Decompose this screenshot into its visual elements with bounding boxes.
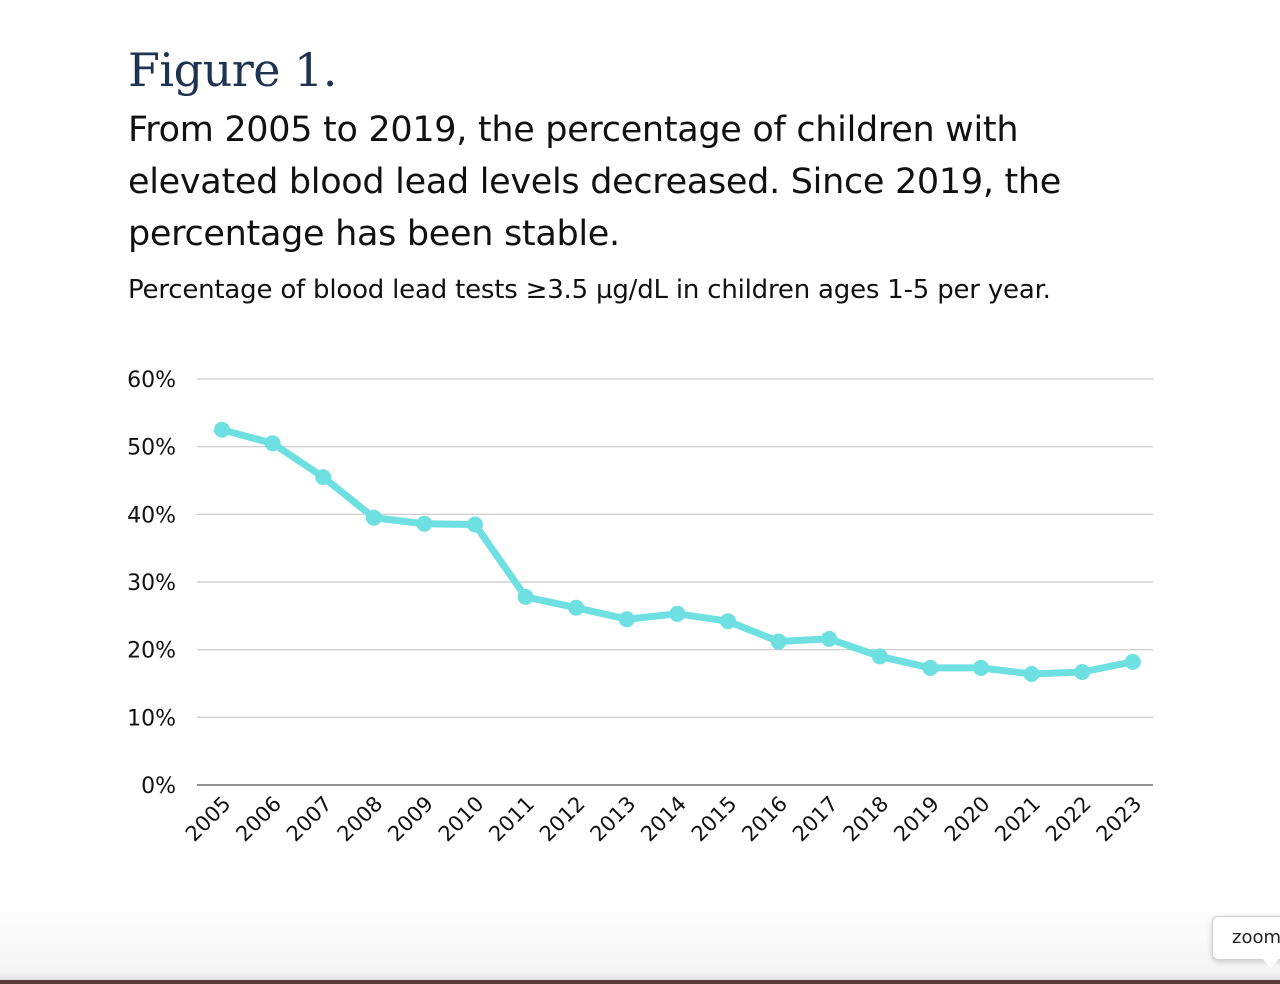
data-point (214, 421, 230, 438)
y-axis-ticks: 0% 10% 20% 30% 40% 50% 60% (127, 368, 176, 799)
x-tick-label: 2013 (586, 792, 641, 847)
x-tick-label: 2005 (181, 792, 236, 847)
data-point (821, 630, 838, 647)
data-point (365, 509, 382, 526)
figure-headline: From 2005 to 2019, the percentage of chi… (128, 110, 1062, 254)
data-point (669, 605, 686, 622)
chart-subtitle: Percentage of blood lead tests ≥3.5 µg/d… (128, 275, 1051, 305)
y-tick-label: 10% (127, 706, 176, 731)
data-point (922, 659, 939, 676)
zoom-tooltip-pointer (1262, 958, 1280, 968)
data-point (973, 659, 989, 676)
x-tick-label: 2010 (434, 792, 489, 847)
y-tick-label: 50% (127, 436, 176, 461)
x-tick-label: 2016 (737, 792, 792, 847)
data-point (467, 516, 483, 533)
x-tick-label: 2011 (484, 792, 539, 847)
y-tick-label: 20% (127, 639, 176, 664)
x-tick-label: 2019 (889, 792, 944, 847)
data-point (264, 435, 281, 452)
x-tick-label: 2009 (383, 792, 438, 847)
x-tick-label: 2023 (1092, 792, 1147, 847)
y-tick-label: 0% (141, 774, 176, 799)
data-point (770, 633, 787, 650)
y-tick-label: 30% (127, 571, 176, 596)
x-tick-label: 2012 (535, 792, 590, 847)
grid-lines (197, 378, 1153, 786)
x-axis-ticks: 2005200620072008200920102011201220132014… (181, 792, 1147, 847)
series-line (218, 426, 1137, 678)
zoom-tooltip[interactable]: zoom (1212, 916, 1280, 960)
data-point (315, 469, 332, 486)
data-point (1023, 666, 1040, 683)
y-tick-label: 60% (127, 368, 176, 393)
data-point (1074, 663, 1091, 680)
data-point (618, 611, 635, 628)
x-tick-label: 2007 (282, 792, 337, 847)
bottom-shade (0, 900, 1280, 984)
y-tick-label: 40% (127, 503, 176, 528)
series-lead-tests (214, 421, 1141, 683)
data-point (1124, 653, 1141, 670)
data-point (517, 588, 534, 605)
x-tick-label: 2015 (687, 792, 742, 847)
bottom-edge-bar (0, 980, 1280, 984)
x-tick-label: 2014 (636, 792, 691, 847)
x-tick-label: 2017 (788, 792, 843, 847)
x-tick-label: 2006 (231, 792, 286, 847)
x-tick-label: 2020 (940, 792, 995, 847)
data-point (871, 648, 888, 665)
data-point (568, 599, 585, 616)
x-tick-label: 2022 (1041, 792, 1096, 847)
x-tick-label: 2008 (333, 792, 388, 847)
x-tick-label: 2018 (839, 792, 894, 847)
figure-label: Figure 1. (128, 43, 337, 97)
data-point (720, 613, 736, 630)
data-point (416, 515, 433, 532)
x-tick-label: 2021 (990, 792, 1045, 847)
